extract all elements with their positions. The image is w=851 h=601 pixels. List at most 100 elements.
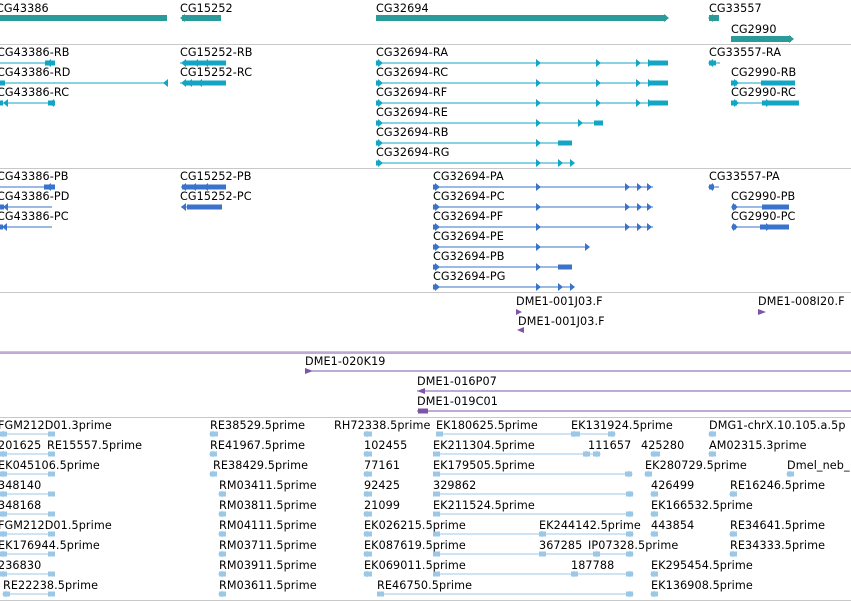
protein-label[interactable]: CG32694-PB: [433, 250, 505, 263]
transcript-label[interactable]: CG43386-RD: [0, 66, 71, 79]
transcript-label[interactable]: CG32694-RG: [376, 146, 450, 159]
est-label[interactable]: RM03411.5prime: [219, 479, 317, 492]
est-label[interactable]: RM03911.5prime: [219, 559, 317, 572]
clone-label[interactable]: DME1-001J03.F: [516, 295, 603, 308]
protein-label[interactable]: CG2990-PB: [731, 190, 796, 203]
gene-label[interactable]: CG2990: [731, 23, 777, 36]
est-label[interactable]: RE38529.5prime: [210, 419, 306, 432]
est-label[interactable]: 21099: [364, 499, 401, 512]
gene-label[interactable]: CG15252: [180, 2, 233, 15]
est-label[interactable]: RM04111.5prime: [219, 519, 317, 532]
est-label[interactable]: FGM212D01.3prime: [0, 419, 112, 432]
clone-label[interactable]: DME1-016P07: [417, 375, 497, 388]
est-label[interactable]: 201625: [0, 439, 42, 452]
transcript-label[interactable]: CG32694-RA: [376, 46, 449, 59]
est-label[interactable]: 77161: [364, 459, 401, 472]
est-label[interactable]: EK211304.5prime: [433, 439, 535, 452]
protein-label[interactable]: CG43386-PD: [0, 190, 70, 203]
est-label[interactable]: 102455: [364, 439, 408, 452]
est-label[interactable]: EK087619.5prime: [364, 539, 466, 552]
est-label[interactable]: EK026215.5prime: [364, 519, 466, 532]
strand-arrow-left-icon: [0, 430, 4, 438]
est-label[interactable]: RM03811.5prime: [219, 499, 317, 512]
est-label[interactable]: RE16246.5prime: [730, 479, 826, 492]
gene-label[interactable]: CG43386: [0, 2, 49, 15]
transcript-label[interactable]: CG2990-RB: [731, 66, 797, 79]
transcript-label[interactable]: CG2990-RC: [731, 86, 796, 99]
transcript-label[interactable]: CG32694-RE: [376, 106, 448, 119]
est-label[interactable]: 426499: [651, 479, 695, 492]
protein-label[interactable]: CG15252-PB: [180, 170, 252, 183]
est-label[interactable]: DMG1-chrX.10.105.a.5p: [709, 419, 846, 432]
est-label[interactable]: 367285: [539, 539, 583, 552]
est-label[interactable]: FGM212D01.5prime: [0, 519, 112, 532]
est-label[interactable]: RE22238.5prime: [3, 579, 99, 592]
est-label[interactable]: RE46750.5prime: [377, 579, 473, 592]
transcript-label[interactable]: CG32694-RF: [376, 86, 448, 99]
est-label[interactable]: RE38429.5prime: [213, 459, 309, 472]
transcript-label[interactable]: CG15252-RB: [180, 46, 253, 59]
strand-arrow-right-icon: [636, 59, 641, 67]
est-label[interactable]: 443854: [651, 519, 695, 532]
est-label[interactable]: RH72338.5prime: [334, 419, 431, 432]
est-label[interactable]: EK136908.5prime: [651, 579, 753, 592]
clone-label[interactable]: DME1-020K19: [305, 355, 386, 368]
protein-label[interactable]: CG43386-PC: [0, 210, 69, 223]
est-label[interactable]: RM03611.5prime: [219, 579, 317, 592]
est-label[interactable]: EK179505.5prime: [433, 459, 535, 472]
est-label[interactable]: IP07328.5prime: [588, 539, 679, 552]
est-label[interactable]: 348140: [0, 479, 42, 492]
gene-label[interactable]: CG32694: [376, 2, 429, 15]
gene-label[interactable]: CG33557: [709, 2, 762, 15]
protein-label[interactable]: CG2990-PC: [731, 210, 796, 223]
transcript-label[interactable]: CG43386-RB: [0, 46, 70, 59]
strand-arrow-left-icon: [644, 470, 649, 478]
clone-label[interactable]: DME1-008I20.F: [758, 295, 845, 308]
est-label[interactable]: EK280729.5prime: [645, 459, 747, 472]
feature-exon-block: [648, 60, 668, 66]
est-label[interactable]: 329862: [433, 479, 477, 492]
est-label[interactable]: RE34333.5prime: [730, 539, 826, 552]
protein-label[interactable]: CG15252-PC: [180, 190, 252, 203]
est-label[interactable]: RE41967.5prime: [210, 439, 306, 452]
est-label[interactable]: Dmel_neb_: [787, 459, 850, 472]
protein-label[interactable]: CG32694-PG: [433, 270, 506, 283]
est-label[interactable]: EK244142.5prime: [539, 519, 641, 532]
clone-label[interactable]: DME1-019C01: [417, 395, 498, 408]
est-label[interactable]: RM03711.5prime: [219, 539, 317, 552]
est-label[interactable]: 348168: [0, 499, 42, 512]
protein-label[interactable]: CG32694-PA: [433, 170, 504, 183]
transcript-label[interactable]: CG15252-RC: [180, 66, 253, 79]
protein-label[interactable]: CG43386-PB: [0, 170, 69, 183]
clone-label[interactable]: DME1-001J03.F: [518, 315, 605, 328]
est-label[interactable]: 425280: [641, 439, 685, 452]
est-label[interactable]: EK176944.5prime: [0, 539, 100, 552]
protein-label[interactable]: CG32694-PF: [433, 210, 504, 223]
est-label[interactable]: EK180625.5prime: [436, 419, 538, 432]
est-label[interactable]: 236830: [0, 559, 42, 572]
est-label[interactable]: EK045106.5prime: [0, 459, 100, 472]
est-label[interactable]: 187788: [571, 559, 615, 572]
est-label[interactable]: RE15557.5prime: [47, 439, 143, 452]
est-label[interactable]: RE34641.5prime: [730, 519, 826, 532]
transcript-label[interactable]: CG33557-RA: [709, 46, 782, 59]
protein-label[interactable]: CG32694-PE: [433, 230, 504, 243]
est-label[interactable]: EK131924.5prime: [571, 419, 673, 432]
est-label[interactable]: AM02315.3prime: [709, 439, 807, 452]
est-label[interactable]: EK069011.5prime: [364, 559, 466, 572]
transcript-label[interactable]: CG32694-RC: [376, 66, 449, 79]
strand-arrow-left-icon: [203, 183, 208, 191]
protein-label[interactable]: CG33557-PA: [709, 170, 780, 183]
transcript-label[interactable]: CG43386-RC: [0, 86, 70, 99]
strand-arrow-left-icon: [191, 183, 196, 191]
est-label[interactable]: EK211524.5prime: [433, 499, 535, 512]
feature-exon-block: [0, 80, 5, 86]
strand-arrow-left-icon: [218, 550, 223, 558]
est-label[interactable]: 111657: [588, 439, 632, 452]
est-label[interactable]: 92425: [364, 479, 401, 492]
transcript-label[interactable]: CG32694-RB: [376, 126, 449, 139]
est-label[interactable]: EK295454.5prime: [651, 559, 753, 572]
est-label[interactable]: EK166532.5prime: [651, 499, 753, 512]
protein-label[interactable]: CG32694-PC: [433, 190, 505, 203]
